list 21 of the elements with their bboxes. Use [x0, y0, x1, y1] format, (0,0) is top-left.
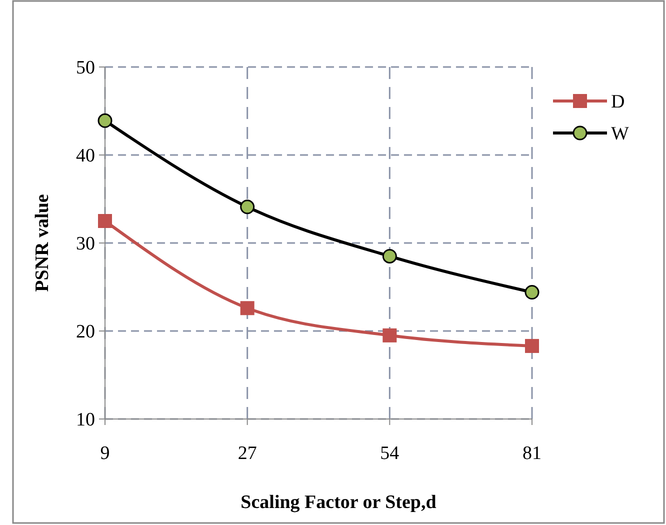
point [524, 285, 540, 300]
point [240, 301, 254, 316]
y-tick-label: 50 [76, 58, 95, 79]
x-tick-label: 9 [100, 443, 110, 464]
y-tick-label: 40 [76, 146, 95, 167]
x-axis-title: Scaling Factor or Step,d [240, 492, 437, 513]
y-tick-label: 20 [76, 322, 95, 343]
point [382, 328, 397, 342]
y-tick-label: 10 [76, 410, 95, 431]
point [98, 113, 112, 128]
legend-label: W [611, 124, 629, 145]
x-tick-label: 27 [238, 443, 257, 464]
point [240, 200, 255, 214]
y-tick-label: 30 [76, 234, 95, 255]
legend-label: D [611, 92, 625, 113]
point [382, 248, 397, 264]
point [525, 338, 539, 353]
point [98, 214, 112, 228]
x-tick-label: 81 [522, 443, 542, 464]
y-axis-title: PSNR value [32, 194, 53, 292]
x-tick-label: 54 [380, 443, 400, 464]
